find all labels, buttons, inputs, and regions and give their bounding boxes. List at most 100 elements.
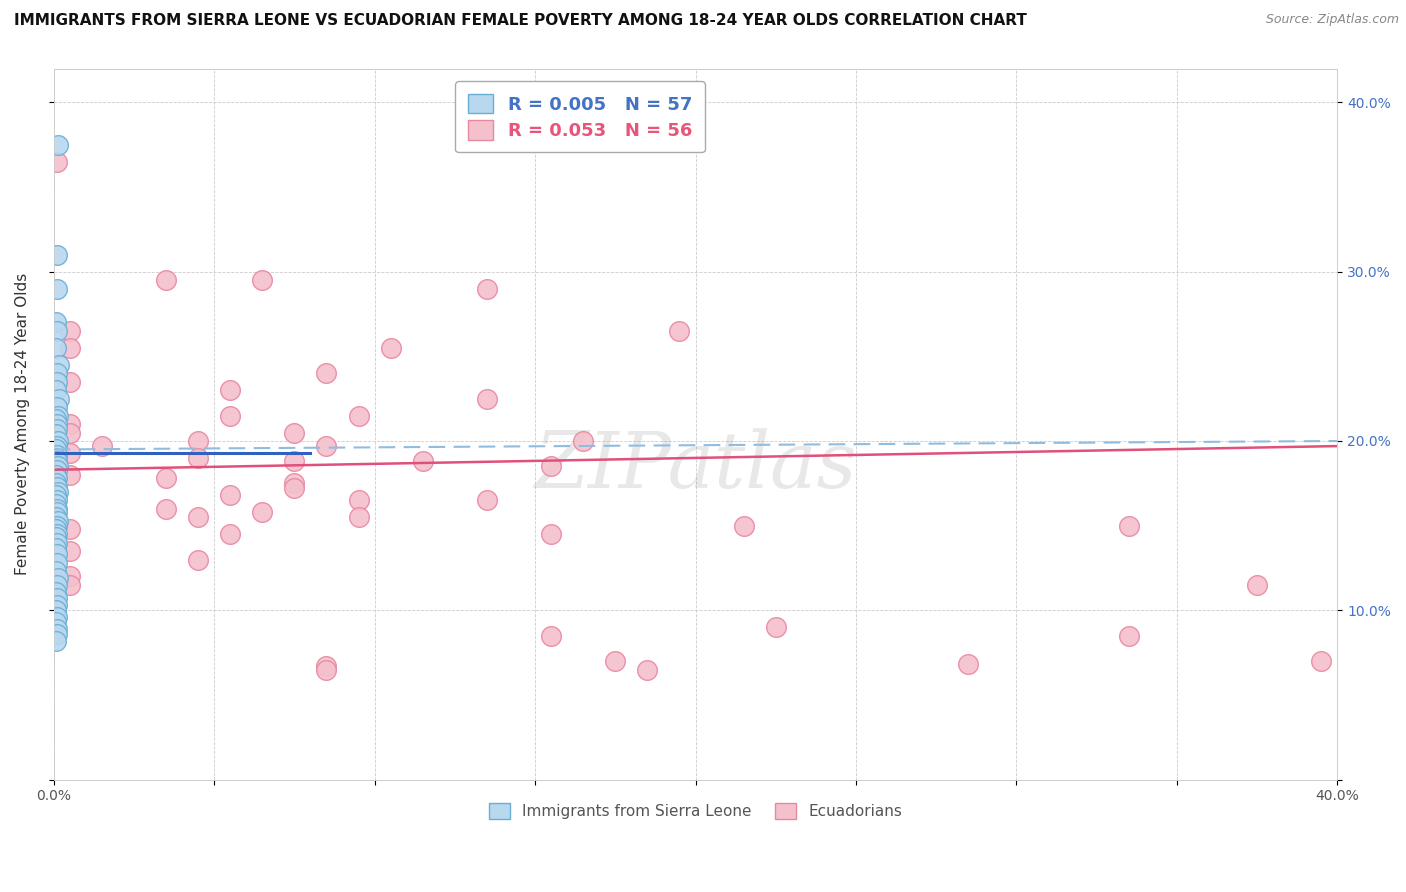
Point bbox=[187, 450, 209, 465]
Point bbox=[475, 493, 498, 508]
Point bbox=[46, 409, 69, 423]
Point bbox=[45, 541, 67, 555]
Point bbox=[412, 454, 434, 468]
Y-axis label: Female Poverty Among 18-24 Year Olds: Female Poverty Among 18-24 Year Olds bbox=[15, 273, 30, 575]
Point bbox=[347, 510, 370, 524]
Point bbox=[46, 484, 69, 499]
Point bbox=[46, 417, 69, 431]
Point bbox=[45, 248, 67, 262]
Point bbox=[1118, 629, 1140, 643]
Point bbox=[219, 383, 242, 397]
Text: IMMIGRANTS FROM SIERRA LEONE VS ECUADORIAN FEMALE POVERTY AMONG 18-24 YEAR OLDS : IMMIGRANTS FROM SIERRA LEONE VS ECUADORI… bbox=[14, 13, 1026, 29]
Point bbox=[45, 316, 67, 330]
Point bbox=[45, 603, 67, 617]
Point bbox=[605, 654, 627, 668]
Point bbox=[187, 510, 209, 524]
Legend: Immigrants from Sierra Leone, Ecuadorians: Immigrants from Sierra Leone, Ecuadorian… bbox=[482, 797, 908, 825]
Point bbox=[636, 663, 658, 677]
Point bbox=[48, 358, 70, 372]
Point bbox=[45, 584, 67, 599]
Point bbox=[90, 439, 112, 453]
Point bbox=[315, 366, 337, 380]
Point bbox=[59, 522, 82, 536]
Point bbox=[475, 392, 498, 406]
Point bbox=[45, 383, 67, 397]
Point bbox=[59, 425, 82, 440]
Point bbox=[187, 434, 209, 448]
Point bbox=[1246, 578, 1268, 592]
Point bbox=[46, 622, 69, 636]
Point bbox=[155, 471, 177, 485]
Point bbox=[45, 450, 67, 465]
Point bbox=[1310, 654, 1333, 668]
Point bbox=[347, 409, 370, 423]
Point bbox=[540, 527, 562, 541]
Point bbox=[283, 476, 305, 491]
Point bbox=[45, 412, 67, 426]
Point bbox=[45, 427, 67, 442]
Point bbox=[46, 527, 69, 541]
Point bbox=[283, 482, 305, 496]
Point bbox=[45, 463, 67, 477]
Point bbox=[45, 505, 67, 519]
Point bbox=[46, 448, 69, 462]
Point bbox=[1118, 518, 1140, 533]
Point bbox=[45, 324, 67, 338]
Point bbox=[45, 627, 67, 641]
Point bbox=[45, 454, 67, 468]
Point bbox=[219, 409, 242, 423]
Point bbox=[380, 341, 402, 355]
Point bbox=[46, 366, 69, 380]
Point bbox=[48, 137, 70, 152]
Point bbox=[252, 505, 274, 519]
Point bbox=[45, 375, 67, 389]
Point bbox=[59, 467, 82, 482]
Point bbox=[46, 471, 69, 485]
Point bbox=[46, 548, 69, 562]
Point bbox=[45, 598, 67, 612]
Point bbox=[45, 422, 67, 436]
Point bbox=[668, 324, 690, 338]
Point bbox=[45, 488, 67, 502]
Point bbox=[219, 488, 242, 502]
Text: ZIPatlas: ZIPatlas bbox=[534, 428, 856, 505]
Point bbox=[540, 629, 562, 643]
Point bbox=[45, 493, 67, 508]
Point bbox=[45, 522, 67, 536]
Point bbox=[315, 663, 337, 677]
Point bbox=[45, 442, 67, 457]
Point bbox=[315, 659, 337, 673]
Point bbox=[45, 535, 67, 549]
Point bbox=[45, 480, 67, 494]
Point bbox=[59, 417, 82, 431]
Point bbox=[45, 341, 67, 355]
Point bbox=[733, 518, 755, 533]
Point bbox=[45, 476, 67, 491]
Point bbox=[45, 518, 67, 533]
Point bbox=[46, 282, 69, 296]
Point bbox=[155, 501, 177, 516]
Point bbox=[59, 569, 82, 583]
Point bbox=[59, 578, 82, 592]
Point bbox=[59, 446, 82, 460]
Point bbox=[45, 565, 67, 579]
Point bbox=[59, 341, 82, 355]
Point bbox=[45, 531, 67, 545]
Point bbox=[46, 514, 69, 528]
Point bbox=[59, 324, 82, 338]
Point bbox=[45, 510, 67, 524]
Point bbox=[46, 591, 69, 606]
Point bbox=[45, 556, 67, 570]
Point bbox=[46, 434, 69, 448]
Point bbox=[572, 434, 595, 448]
Point bbox=[252, 273, 274, 287]
Point bbox=[48, 392, 70, 406]
Point bbox=[155, 273, 177, 287]
Point bbox=[45, 154, 67, 169]
Point bbox=[45, 633, 67, 648]
Point bbox=[46, 571, 69, 585]
Point bbox=[283, 425, 305, 440]
Point bbox=[45, 610, 67, 624]
Point bbox=[45, 400, 67, 414]
Point bbox=[45, 497, 67, 511]
